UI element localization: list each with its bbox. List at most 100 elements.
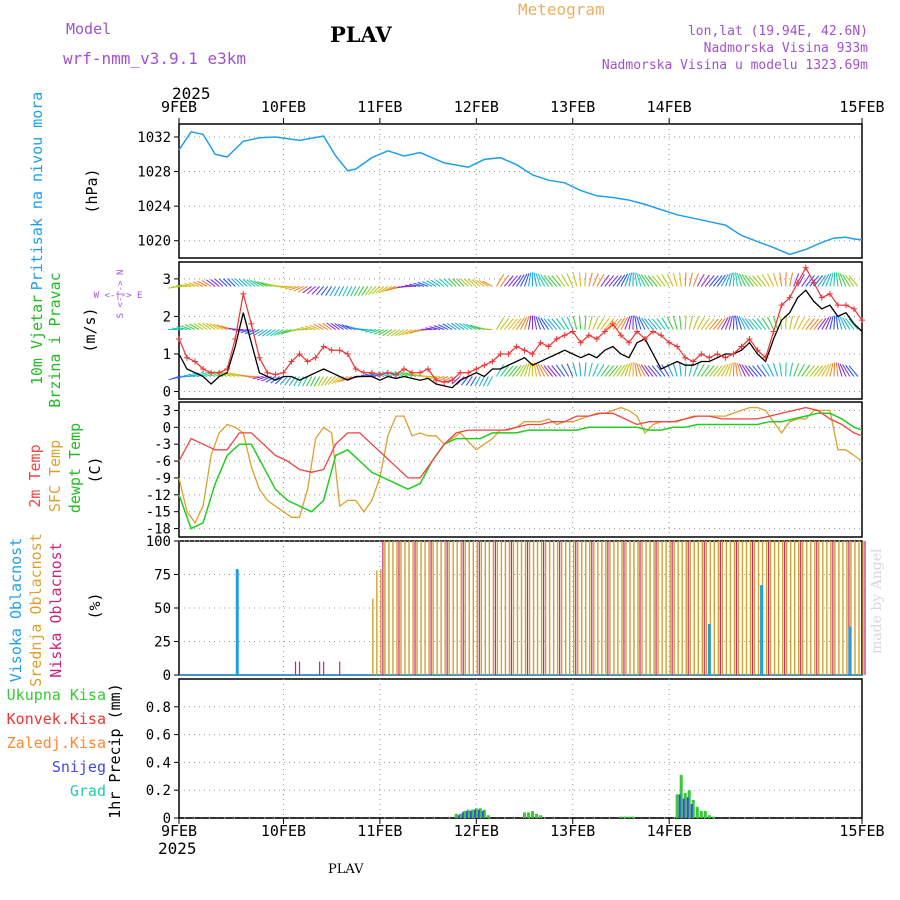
wind-arrow [324,376,333,386]
model-label: Model [66,20,112,38]
temp-2m-label: 2m Temp [26,444,44,507]
wind-arrow [604,365,615,377]
wind-arrow [600,364,610,377]
wind-arrow [821,273,830,287]
wind-arrow [201,322,212,331]
wind-arrow [578,362,582,377]
pressure-line [178,130,863,256]
wind-speed-marker [537,339,544,346]
wind-arrow [504,365,514,377]
precip-legend-label: Zaledj.Kisa [7,734,106,752]
wind-arrow [180,325,192,331]
wind-arrow [696,364,705,377]
wind-arrow [801,317,811,330]
wind-arrow [741,317,750,330]
wind-arrow [238,278,248,287]
wind-speed-marker [650,328,657,335]
wind-arrow [430,279,441,287]
wind-arrow [638,316,646,330]
snow-bar [457,815,460,818]
wind-arrow [679,272,682,287]
wind-arrow [801,364,811,377]
wind-arrow [447,278,457,287]
wind-arrow [628,362,633,377]
wind-arrow [720,317,729,330]
wind-arrow [210,278,220,287]
x-tick-label-bottom: 12FEB [454,822,499,840]
wind-arrow [417,281,429,287]
wind-arrow [640,274,650,287]
wind-arrow [612,365,623,377]
snow-bar [461,812,464,818]
wind-speed-marker [738,343,745,350]
snow-bar [682,798,685,818]
wind-arrow [656,318,666,330]
wind-arrow [647,365,658,377]
wind-arrow [277,329,288,336]
wind-arrow [837,362,843,377]
total-rain-bar [539,815,543,818]
wind-arrow [809,318,820,330]
footer-station: PLAV [328,862,364,877]
wind-speed-marker [280,369,287,376]
mid-cloud-label: Srednja Oblacnost [27,533,45,687]
wind-arrow [578,315,582,330]
wind-arrow [651,318,662,330]
wind-arrow [495,364,505,377]
wind-arrow [833,272,836,287]
wind-speed-marker [690,358,697,365]
wind-arrow [797,273,805,287]
wind-arrow [197,322,208,331]
wind-speed-marker [296,350,303,357]
wind-arrow [735,272,738,287]
wind-arrow [817,274,827,287]
wind-arrow [361,286,369,296]
temp-2m-line [178,406,863,479]
total-rain-bar [535,813,539,818]
wind-arrow [736,316,742,330]
temperature-y-tick-label: -15 [146,505,171,521]
wind-arrow [738,363,746,377]
model-name: wrf-nmm_v3.9.1 e3km [63,49,247,68]
wind-speed-marker [344,350,351,357]
wind-arrow [543,365,554,377]
wind-arrow [386,329,397,337]
wind-speed-marker [545,343,552,350]
wind-arrow [738,273,746,287]
wind-arrow [636,272,642,287]
wind-arrow [825,273,832,287]
wind-arrow [636,363,642,377]
wind-speed-marker [425,365,432,372]
wind-arrow [835,315,839,330]
wind-arrow [692,316,700,330]
wind-arrow [708,365,719,377]
wind-speed-marker [368,369,375,376]
wind-arrow [833,362,836,377]
wind-speed-marker [208,369,215,376]
wind-arrow [793,273,800,287]
wind-arrow [772,272,779,287]
wind-speed-marker [569,328,576,335]
wind-arrow [320,286,329,296]
wind-arrow [333,286,341,297]
wind-arrow [360,329,372,332]
wind-speed-marker [304,358,311,365]
wind-arrow [201,279,212,287]
wind-arrow [813,318,824,330]
wind-arrow [281,329,292,335]
wind-arrow [422,281,433,287]
wind-arrow [516,274,525,287]
wind-arrow [257,281,268,287]
wind-speed-marker [417,369,424,376]
wind-speed-model-line [178,266,863,383]
wind-arrow [716,317,726,330]
wind-speed-marker [826,290,833,297]
wind-arrow [253,280,264,287]
wind-arrow [700,364,710,377]
wind-arrow [446,322,457,331]
wind-arrow [797,363,805,377]
wind-arrow [382,329,393,337]
wind-arrow [381,371,393,377]
wind-arrow [651,365,662,377]
precip-unit: 1hr Precip (mm) [106,683,124,818]
